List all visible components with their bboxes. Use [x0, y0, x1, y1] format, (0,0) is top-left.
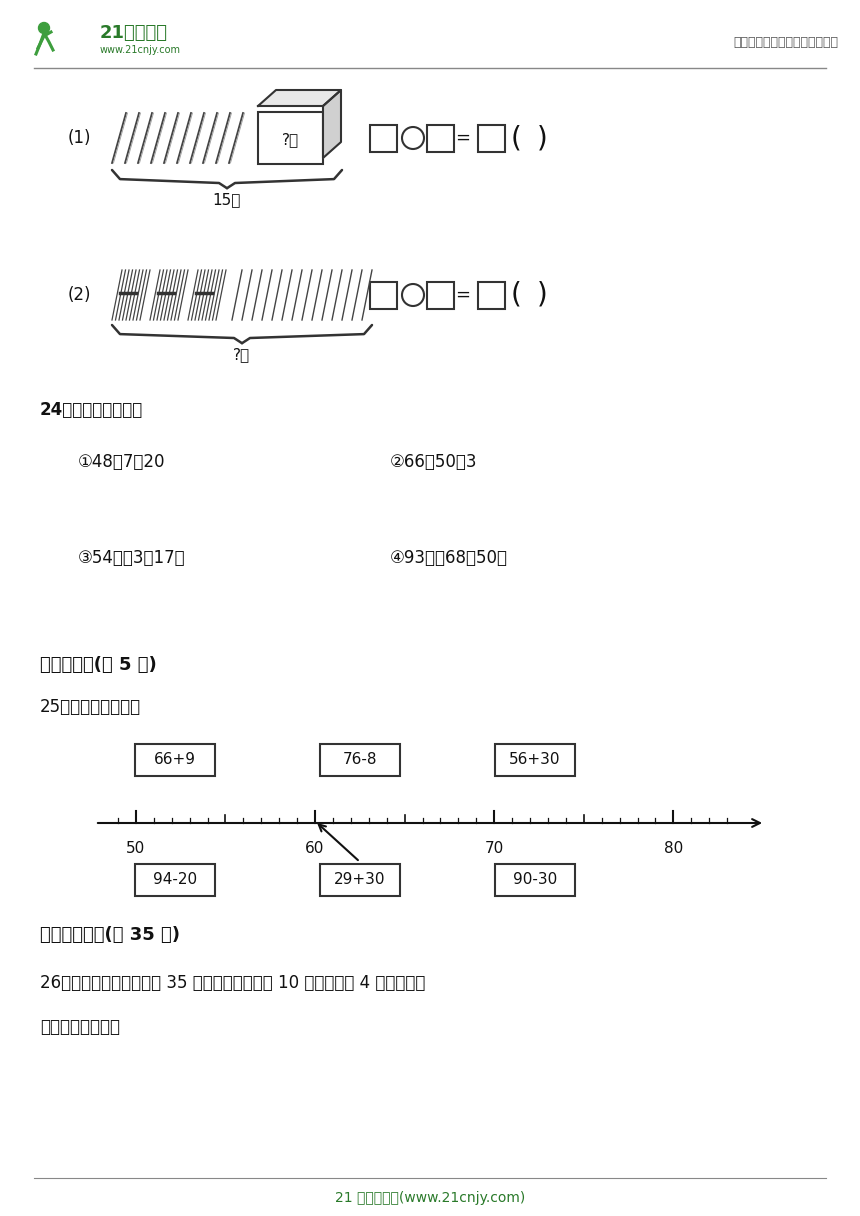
FancyBboxPatch shape	[370, 281, 397, 309]
Text: 29+30: 29+30	[335, 873, 386, 888]
Text: (2): (2)	[68, 286, 91, 304]
Text: 94-20: 94-20	[153, 873, 197, 888]
Text: ?支: ?支	[282, 133, 299, 147]
Text: ): )	[537, 124, 547, 152]
Ellipse shape	[402, 285, 424, 306]
FancyBboxPatch shape	[370, 124, 397, 152]
FancyBboxPatch shape	[135, 865, 215, 896]
FancyBboxPatch shape	[427, 281, 454, 309]
FancyBboxPatch shape	[495, 865, 575, 896]
Text: 六、解决问题(共 35 分): 六、解决问题(共 35 分)	[40, 927, 180, 944]
Text: ): )	[537, 281, 547, 309]
Text: www.21cnjy.com: www.21cnjy.com	[100, 45, 181, 55]
FancyBboxPatch shape	[478, 281, 505, 309]
Text: 24．计算下面各题。: 24．计算下面各题。	[40, 401, 144, 420]
Text: =: =	[456, 286, 470, 304]
FancyBboxPatch shape	[478, 124, 505, 152]
Text: =: =	[456, 129, 470, 147]
Text: (: (	[511, 124, 521, 152]
Text: (1): (1)	[68, 129, 91, 147]
Text: 25．照样子连一连。: 25．照样子连一连。	[40, 698, 141, 716]
Text: 76-8: 76-8	[343, 753, 378, 767]
Text: (: (	[511, 281, 521, 309]
FancyBboxPatch shape	[495, 744, 575, 776]
Text: 60: 60	[305, 841, 325, 856]
Text: 21 世纪教育网(www.21cnjy.com): 21 世纪教育网(www.21cnjy.com)	[335, 1190, 525, 1205]
Text: 70: 70	[484, 841, 504, 856]
Text: ③54＋（3＋17）: ③54＋（3＋17）	[78, 548, 186, 567]
Text: 26．一辆公共汽车上有原 35 人，到站后下去了 10 人，又上来 4 人，公共汽: 26．一辆公共汽车上有原 35 人，到站后下去了 10 人，又上来 4 人，公共…	[40, 974, 426, 992]
Text: ?根: ?根	[233, 348, 250, 362]
Text: ①48＋7＋20: ①48＋7＋20	[78, 454, 165, 471]
Text: 五、连线题(共 5 分): 五、连线题(共 5 分)	[40, 655, 157, 674]
FancyBboxPatch shape	[258, 112, 323, 164]
Text: 56+30: 56+30	[509, 753, 561, 767]
Text: 车上现有多少人？: 车上现有多少人？	[40, 1018, 120, 1036]
Text: 15支: 15支	[212, 192, 241, 208]
Text: 21世纪教育: 21世纪教育	[100, 24, 168, 43]
Polygon shape	[323, 90, 341, 158]
Text: 90-30: 90-30	[513, 873, 557, 888]
Text: 80: 80	[664, 841, 683, 856]
Text: 66+9: 66+9	[154, 753, 196, 767]
FancyBboxPatch shape	[320, 865, 400, 896]
Polygon shape	[258, 90, 341, 106]
Ellipse shape	[402, 126, 424, 150]
Text: 50: 50	[126, 841, 145, 856]
Text: ②66－50－3: ②66－50－3	[390, 454, 477, 471]
FancyBboxPatch shape	[320, 744, 400, 776]
Text: 中小学教育资源及组卷应用平台: 中小学教育资源及组卷应用平台	[733, 35, 838, 49]
FancyBboxPatch shape	[135, 744, 215, 776]
Ellipse shape	[39, 23, 50, 34]
FancyBboxPatch shape	[427, 124, 454, 152]
Text: ④93－（68－50）: ④93－（68－50）	[390, 548, 508, 567]
